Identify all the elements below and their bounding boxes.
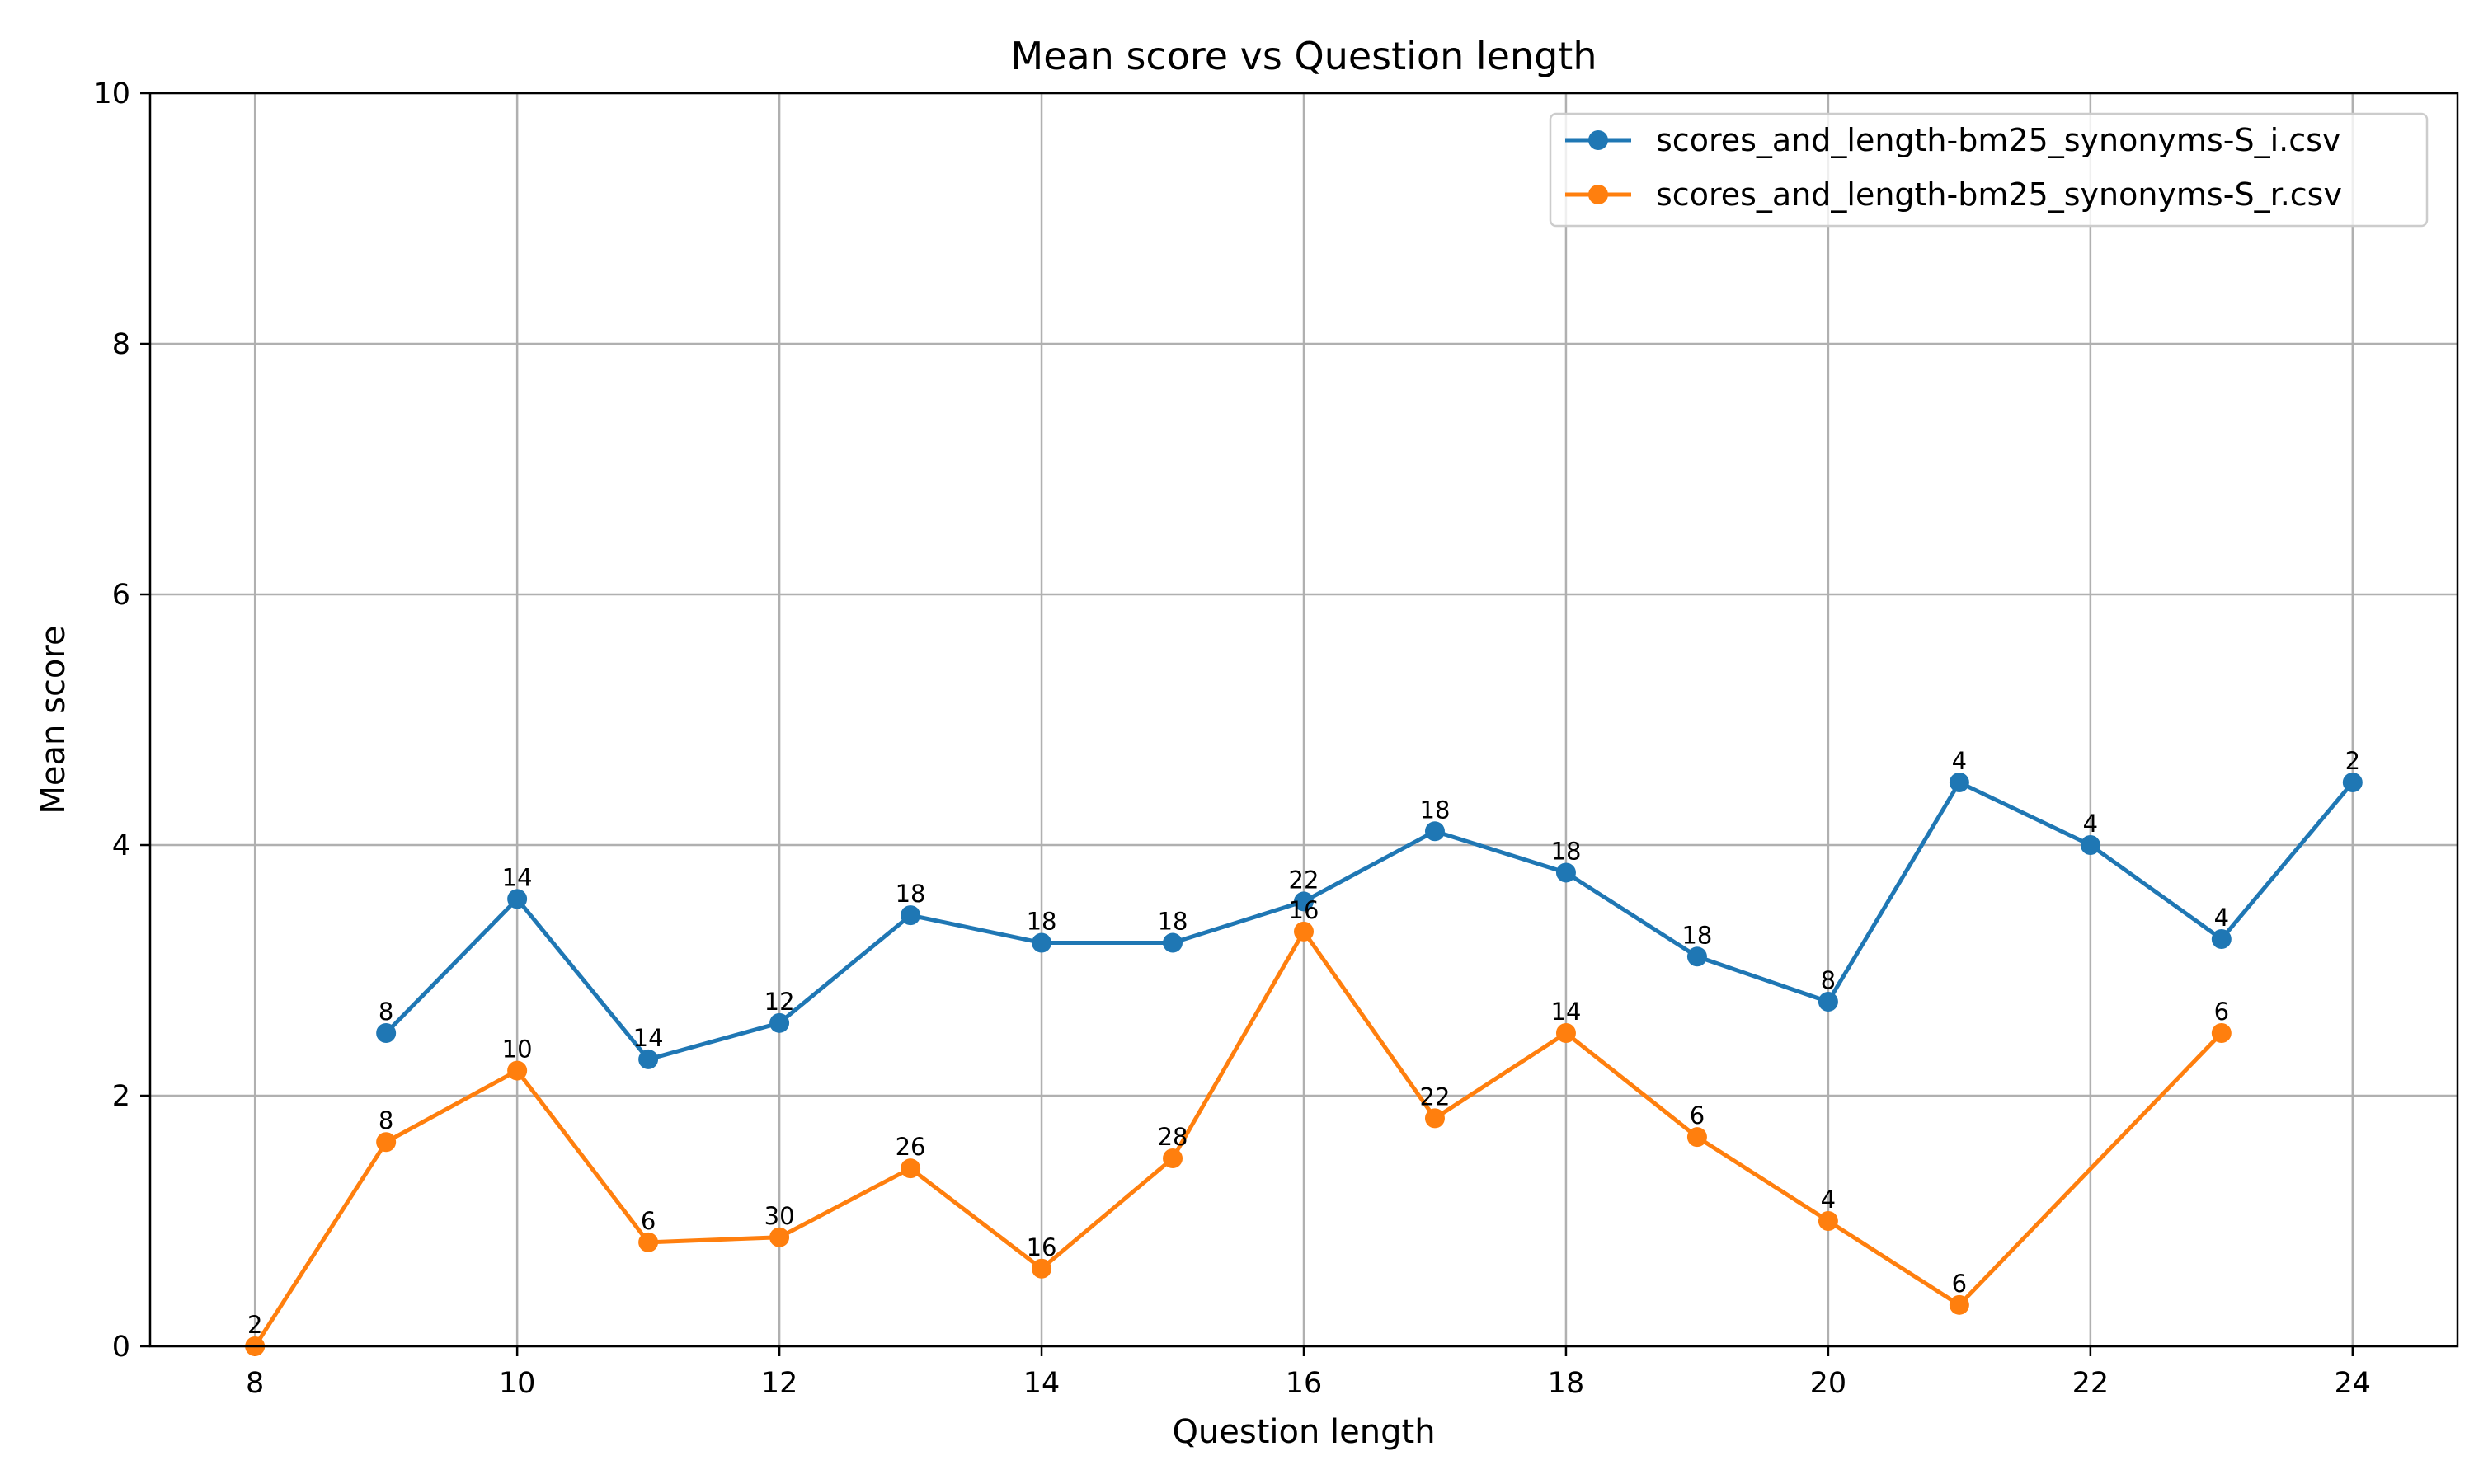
series-2-point bbox=[1818, 1211, 1838, 1231]
legend: scores_and_length-bm25_synonyms-S_i.csvs… bbox=[1549, 112, 2429, 228]
series-1-data-label: 18 bbox=[1420, 796, 1451, 824]
series-1-point bbox=[376, 1023, 397, 1043]
series-1-data-label: 8 bbox=[1821, 966, 1836, 994]
series-2-point bbox=[507, 1060, 528, 1081]
series-1-point bbox=[1949, 773, 1969, 792]
series-2-data-label: 2 bbox=[247, 1311, 262, 1339]
chart-title: Mean score vs Question length bbox=[1011, 34, 1597, 78]
legend-swatch-marker bbox=[1588, 130, 1608, 150]
series-2-point bbox=[1686, 1127, 1707, 1148]
series-1-point bbox=[1163, 932, 1183, 953]
y-tick-label: 0 bbox=[112, 1331, 130, 1364]
x-tick-label: 10 bbox=[499, 1367, 536, 1400]
series-2-point bbox=[638, 1232, 659, 1252]
series-1-data-label: 18 bbox=[1681, 921, 1712, 949]
x-tick-label: 12 bbox=[761, 1367, 798, 1400]
series-2-data-label: 26 bbox=[896, 1133, 926, 1161]
series-2-data-label: 6 bbox=[641, 1207, 656, 1235]
series-1-point bbox=[901, 905, 921, 926]
series-2-point bbox=[1424, 1108, 1445, 1129]
series-2-data-label: 8 bbox=[379, 1106, 393, 1134]
series-2-data-label: 10 bbox=[502, 1036, 533, 1064]
y-axis: 0 2 4 6 8 10 bbox=[93, 77, 150, 1364]
series-1-point bbox=[1555, 862, 1576, 883]
series-1-data-label: 18 bbox=[1158, 908, 1188, 936]
x-tick-label: 14 bbox=[1023, 1367, 1061, 1400]
y-tick-label: 4 bbox=[112, 829, 130, 862]
series-1-point bbox=[638, 1049, 659, 1069]
series-1-point bbox=[1818, 992, 1838, 1012]
x-tick-label: 20 bbox=[1810, 1367, 1847, 1400]
series-2-data-label: 6 bbox=[1952, 1270, 1967, 1298]
series-1-point bbox=[2080, 835, 2100, 855]
series-1-point bbox=[2211, 929, 2232, 949]
legend-item-2: scores_and_length-bm25_synonyms-S_r.csv bbox=[1565, 176, 2342, 213]
series-2-data-label: 6 bbox=[2214, 998, 2229, 1026]
series-2-point bbox=[901, 1158, 921, 1179]
series-1-data-label: 18 bbox=[1027, 908, 1057, 936]
y-axis-label: Mean score bbox=[35, 625, 73, 814]
series-2-data-label: 16 bbox=[1289, 896, 1319, 924]
series-2-point bbox=[1163, 1148, 1183, 1168]
series-2-data-label: 14 bbox=[1551, 998, 1582, 1026]
series-2-point bbox=[2211, 1023, 2232, 1043]
series-1-point bbox=[1424, 821, 1445, 842]
x-axis-label: Question length bbox=[1172, 1413, 1435, 1451]
legend-label: scores_and_length-bm25_synonyms-S_i.csv bbox=[1656, 122, 2340, 158]
series-1-point bbox=[1294, 891, 1314, 912]
series-1-point bbox=[507, 889, 528, 909]
series-2-point bbox=[376, 1132, 397, 1153]
x-tick-label: 18 bbox=[1548, 1367, 1585, 1400]
y-tick-label: 2 bbox=[112, 1080, 130, 1113]
series-2-data-label: 6 bbox=[1690, 1101, 1705, 1129]
series-1-data-label: 4 bbox=[2214, 904, 2229, 932]
series-2-point bbox=[1032, 1258, 1052, 1279]
series-2-data-label: 30 bbox=[764, 1202, 795, 1230]
legend-label: scores_and_length-bm25_synonyms-S_r.csv bbox=[1656, 176, 2342, 213]
series-1-point bbox=[1686, 946, 1707, 967]
y-tick-label: 6 bbox=[112, 579, 130, 612]
x-axis: 8 10 12 14 16 18 20 22 24 bbox=[246, 1346, 2371, 1400]
series-1-point bbox=[2342, 773, 2363, 792]
x-tick-label: 8 bbox=[246, 1367, 264, 1400]
x-tick-label: 22 bbox=[2072, 1367, 2109, 1400]
series-2-point bbox=[769, 1227, 790, 1247]
series-1-data-label: 12 bbox=[764, 988, 795, 1016]
x-tick-label: 16 bbox=[1286, 1367, 1323, 1400]
series-1-data-label: 4 bbox=[2083, 810, 2098, 838]
y-tick-label: 10 bbox=[93, 77, 130, 110]
x-tick-label: 24 bbox=[2335, 1367, 2372, 1400]
series-1-line bbox=[384, 780, 2354, 1062]
series-2-point bbox=[1949, 1294, 1969, 1315]
series-1-data-label: 14 bbox=[502, 863, 533, 891]
series-1-data-label: 18 bbox=[896, 880, 926, 908]
series-2-data-label: 16 bbox=[1027, 1233, 1057, 1261]
series-1-data-label: 14 bbox=[633, 1024, 664, 1052]
y-tick-label: 8 bbox=[112, 328, 130, 361]
series-1-data-label: 2 bbox=[2345, 747, 2360, 775]
series-2-point bbox=[1294, 921, 1314, 942]
series-2-data-label: 22 bbox=[1420, 1082, 1451, 1111]
series-1-data-label: 22 bbox=[1289, 866, 1319, 894]
series-1-data-label: 4 bbox=[1952, 747, 1967, 775]
series-1-data-label: 8 bbox=[379, 998, 393, 1026]
series-2-point bbox=[1555, 1023, 1576, 1043]
legend-box bbox=[1549, 112, 2429, 228]
plot-frame bbox=[148, 92, 2459, 1348]
series-1: 8 14 14 12 18 18 18 22 18 18 18 8 4 4 4 2 bbox=[376, 747, 2363, 1069]
series-1-point bbox=[1032, 932, 1052, 953]
legend-swatch-marker bbox=[1588, 185, 1608, 204]
series-2-data-label: 4 bbox=[1821, 1186, 1836, 1214]
series-2-data-label: 28 bbox=[1158, 1123, 1188, 1151]
legend-item-1: scores_and_length-bm25_synonyms-S_i.csv bbox=[1565, 122, 2340, 158]
series-1-point bbox=[769, 1012, 790, 1033]
series-1-data-label: 18 bbox=[1551, 837, 1582, 865]
